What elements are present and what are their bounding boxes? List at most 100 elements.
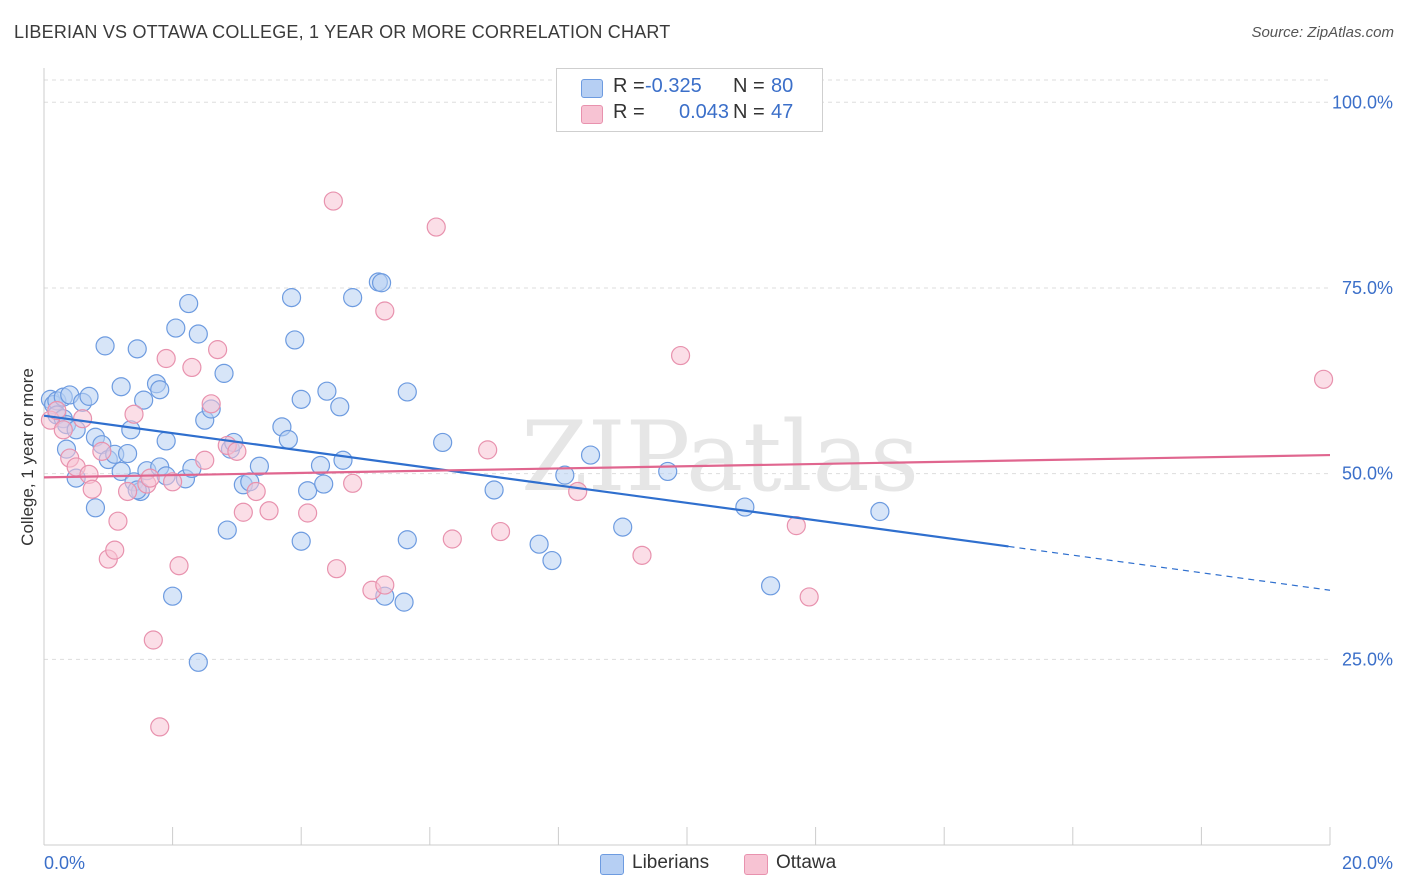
ottawa-point — [246, 481, 266, 502]
ottawa-point — [1313, 369, 1334, 389]
grid-lines — [44, 79, 1330, 660]
ottawa-legend-label: Ottawa — [776, 852, 837, 873]
chart-title: LIBERIAN VS OTTAWA COLLEGE, 1 YEAR OR MO… — [14, 22, 671, 42]
liberians-point — [188, 652, 208, 672]
legend-n-value: 47 — [771, 101, 794, 123]
ottawa-point — [632, 545, 652, 565]
liberians-point — [121, 420, 141, 440]
liberians-point — [343, 288, 363, 308]
ottawa-point — [298, 503, 318, 523]
liberians-point — [134, 390, 154, 410]
ottawa-point — [182, 357, 202, 378]
ottawa-point — [156, 348, 176, 369]
liberians-point — [310, 455, 331, 476]
liberians-point — [542, 550, 562, 571]
ottawa-legend-icon — [744, 854, 768, 875]
liberians-point — [95, 336, 115, 356]
legend-r-value: 0.043 — [679, 101, 730, 123]
liberians-point — [214, 363, 234, 383]
ottawa-point — [82, 479, 102, 499]
ottawa-point — [568, 481, 588, 502]
ottawa-point — [799, 587, 819, 607]
ottawa-point — [343, 473, 363, 493]
liberians-point — [433, 432, 453, 453]
axes — [43, 68, 1331, 846]
liberians-swatch-icon — [581, 79, 603, 98]
ottawa-point — [108, 511, 128, 531]
liberians-point — [291, 531, 311, 551]
source-label: Source: ZipAtlas.com — [1251, 24, 1394, 41]
liberians-point — [658, 461, 678, 482]
ottawa-point — [124, 404, 144, 424]
liberians-point — [580, 445, 601, 465]
liberians-point — [317, 381, 337, 401]
liberians-point — [278, 429, 298, 450]
liberians-point — [79, 386, 99, 406]
ottawa-point — [478, 440, 498, 460]
legend-n-label: N = — [733, 101, 765, 123]
trend-lines — [43, 414, 1331, 591]
ottawa-point — [143, 630, 163, 650]
tick-labels: 25.0% 50.0% 75.0% 100.0% 0.0% 20.0% — [44, 92, 1393, 873]
legend-n-value: 80 — [771, 75, 794, 97]
liberians-point — [188, 324, 208, 344]
y-tick-label: 75.0% — [1342, 278, 1393, 298]
liberians-point — [150, 380, 170, 400]
ottawa-swatch-icon — [581, 105, 603, 124]
liberians-point — [397, 530, 417, 550]
liberians-point — [166, 318, 186, 338]
liberians-point — [179, 293, 199, 314]
ottawa-point — [375, 575, 395, 595]
liberians-legend-icon — [600, 854, 624, 875]
liberians-point — [330, 397, 350, 417]
liberians-point — [333, 450, 353, 470]
legend-r-label: R = — [613, 101, 645, 123]
liberians-point — [397, 382, 417, 402]
liberians-point — [249, 456, 270, 476]
ottawa-point — [670, 345, 691, 366]
liberians-point — [291, 389, 311, 409]
legend-r-value: -0.325 — [645, 75, 702, 97]
liberians-trend-line — [43, 414, 1009, 548]
ottawa-point — [53, 420, 73, 440]
legend-r-label: R = — [613, 75, 645, 97]
ottawa-point — [117, 481, 138, 502]
liberians-point — [85, 498, 106, 518]
liberians-point — [555, 465, 575, 485]
ottawa-point — [227, 441, 247, 461]
ottawa-point — [201, 394, 221, 414]
ottawa-point — [92, 441, 112, 461]
ottawa-point — [259, 501, 279, 521]
y-axis-label: College, 1 year or more — [18, 368, 37, 546]
liberians-point — [127, 339, 147, 359]
ottawa-point — [326, 559, 347, 579]
liberians-point — [529, 534, 549, 554]
ottawa-point — [72, 409, 93, 429]
correlation-legend: R = -0.325 N = 80 R = 0.043 N = 47 — [556, 68, 823, 132]
liberians-point — [285, 330, 305, 350]
liberians-point — [156, 431, 176, 451]
liberians-point — [163, 586, 183, 606]
ottawa-point — [375, 301, 395, 321]
liberians-point — [117, 443, 138, 464]
ottawa-point — [150, 717, 170, 737]
y-tick-label: 25.0% — [1342, 649, 1393, 669]
liberians-point — [298, 481, 318, 501]
ottawa-point — [105, 540, 125, 560]
y-tick-label: 50.0% — [1342, 464, 1393, 484]
ottawa-point — [490, 521, 511, 542]
liberians-point — [217, 520, 237, 540]
ottawa-point — [233, 502, 253, 522]
y-tick-label: 100.0% — [1332, 92, 1393, 112]
liberians-point — [314, 474, 334, 494]
x-tick-label: 20.0% — [1342, 853, 1393, 873]
ottawa-trend-line — [43, 453, 1331, 479]
liberians-point — [735, 497, 755, 517]
legend-n-label: N = — [733, 75, 765, 97]
liberians-point — [394, 592, 414, 612]
ottawa-point — [140, 468, 160, 488]
ottawa-point — [169, 556, 189, 576]
data-points — [40, 191, 1334, 737]
liberians-trend-extension — [1008, 545, 1331, 591]
